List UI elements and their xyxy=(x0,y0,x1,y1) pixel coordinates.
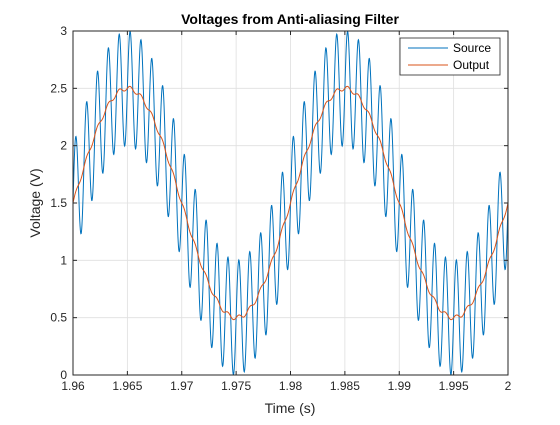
x-tick-label: 1.97 xyxy=(170,379,194,393)
chart-title: Voltages from Anti-aliasing Filter xyxy=(181,11,399,27)
legend[interactable]: Source Output xyxy=(399,37,501,76)
y-tick-label: 3 xyxy=(60,24,67,38)
x-tick-label: 1.98 xyxy=(279,379,303,393)
series-layer xyxy=(73,31,508,375)
legend-label-source: Source xyxy=(453,41,491,55)
y-tick-label: 1 xyxy=(60,253,67,267)
y-tick-label: 1.5 xyxy=(50,196,67,210)
legend-label-output: Output xyxy=(453,58,490,72)
ticks xyxy=(72,30,509,376)
y-tick-label: 2.5 xyxy=(50,81,67,95)
x-tick-label: 1.995 xyxy=(439,379,469,393)
x-tick-labels: 1.96 1.965 1.97 1.975 1.98 1.985 1.99 1.995 2 xyxy=(61,379,511,393)
y-tick-label: 0 xyxy=(60,368,67,382)
x-tick-label: 1.975 xyxy=(221,379,251,393)
x-tick-label: 2 xyxy=(505,379,512,393)
x-tick-label: 1.96 xyxy=(61,379,85,393)
legend-box xyxy=(399,37,501,76)
x-axis-label: Time (s) xyxy=(265,400,316,416)
x-tick-label: 1.99 xyxy=(388,379,412,393)
series-output-line xyxy=(73,85,508,321)
y-tick-label: 0.5 xyxy=(50,311,67,325)
y-axis-label: Voltage (V) xyxy=(27,168,43,237)
y-tick-labels: 0 0.5 1 1.5 2 2.5 3 xyxy=(50,24,67,382)
y-tick-label: 2 xyxy=(60,139,67,153)
x-tick-label: 1.965 xyxy=(112,379,142,393)
x-tick-label: 1.985 xyxy=(330,379,360,393)
